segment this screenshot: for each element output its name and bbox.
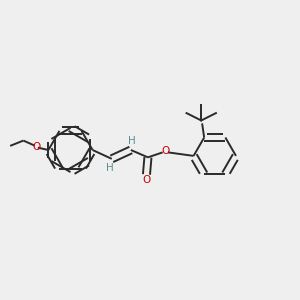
Text: H: H — [128, 136, 136, 146]
Text: H: H — [106, 163, 114, 173]
Text: O: O — [32, 142, 41, 152]
Text: O: O — [161, 146, 170, 157]
Text: O: O — [142, 175, 150, 185]
